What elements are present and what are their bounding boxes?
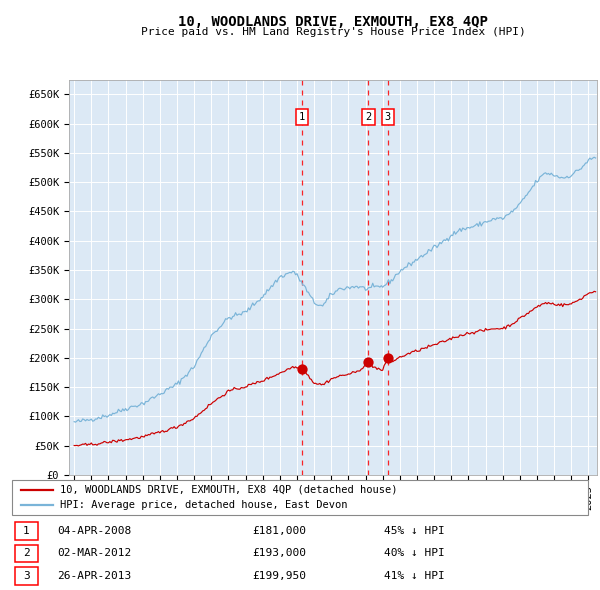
Text: £193,000: £193,000	[252, 549, 306, 558]
Point	[297, 364, 307, 373]
Text: 40% ↓ HPI: 40% ↓ HPI	[384, 549, 445, 558]
Text: 10, WOODLANDS DRIVE, EXMOUTH, EX8 4QP: 10, WOODLANDS DRIVE, EXMOUTH, EX8 4QP	[178, 15, 488, 29]
Point	[364, 357, 373, 366]
Text: 1: 1	[23, 526, 30, 536]
Text: 41% ↓ HPI: 41% ↓ HPI	[384, 571, 445, 581]
Text: 04-APR-2008: 04-APR-2008	[57, 526, 131, 536]
Text: 02-MAR-2012: 02-MAR-2012	[57, 549, 131, 558]
Text: 3: 3	[385, 112, 391, 122]
Text: 45% ↓ HPI: 45% ↓ HPI	[384, 526, 445, 536]
Text: 10, WOODLANDS DRIVE, EXMOUTH, EX8 4QP (detached house): 10, WOODLANDS DRIVE, EXMOUTH, EX8 4QP (d…	[60, 484, 398, 494]
Text: HPI: Average price, detached house, East Devon: HPI: Average price, detached house, East…	[60, 500, 347, 510]
Text: 1: 1	[299, 112, 305, 122]
Text: Price paid vs. HM Land Registry's House Price Index (HPI): Price paid vs. HM Land Registry's House …	[140, 27, 526, 37]
Text: 3: 3	[23, 571, 30, 581]
Text: £181,000: £181,000	[252, 526, 306, 536]
Text: 2: 2	[365, 112, 371, 122]
Text: 26-APR-2013: 26-APR-2013	[57, 571, 131, 581]
Point	[383, 353, 392, 363]
Text: £199,950: £199,950	[252, 571, 306, 581]
Text: 2: 2	[23, 549, 30, 558]
